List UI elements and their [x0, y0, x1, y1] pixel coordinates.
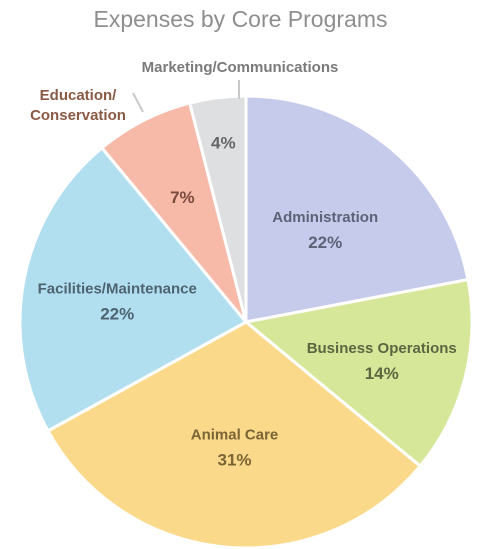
slice-percent-business-operations: 14%: [365, 364, 399, 383]
outer-label-education-conservation: Education/Conservation: [30, 87, 126, 124]
leader-line-education-conservation: [132, 92, 144, 113]
pie-slice-animal-care: [46, 320, 422, 549]
pie-slice-administration: [244, 94, 470, 324]
outer-label-marketing-communications: Marketing/Communications: [142, 59, 339, 76]
pie-slice-business-operations: [244, 278, 474, 468]
pie-slice-marketing-communications: [188, 94, 248, 324]
pie-slice-facilities-maintenance: [18, 146, 248, 433]
slice-label-animal-care: Animal Care: [191, 426, 279, 443]
slice-percent-facilities-maintenance: 22%: [100, 304, 134, 323]
slice-label-administration: Administration: [272, 209, 378, 226]
slice-label-business-operations: Business Operations: [307, 340, 457, 357]
slice-percent-administration: 22%: [308, 233, 342, 252]
slice-label-facilities-maintenance: Facilities/Maintenance: [38, 280, 197, 297]
slice-percent-education-conservation: 7%: [170, 188, 195, 207]
slice-percent-marketing-communications: 4%: [211, 134, 236, 153]
slice-percent-animal-care: 31%: [217, 450, 251, 469]
chart-title: Expenses by Core Programs: [93, 6, 388, 32]
